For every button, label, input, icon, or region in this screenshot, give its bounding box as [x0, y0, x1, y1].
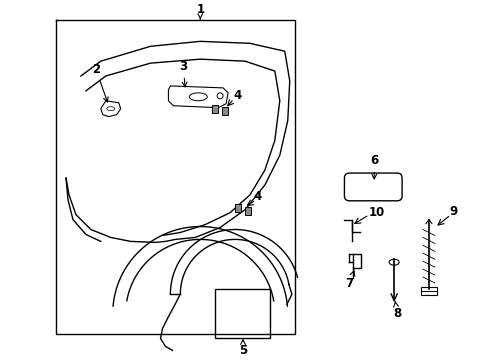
Ellipse shape — [189, 93, 207, 101]
Text: 8: 8 — [393, 302, 401, 320]
Bar — [212, 105, 218, 113]
Text: 3: 3 — [179, 60, 187, 87]
Polygon shape — [169, 86, 228, 108]
Text: 7: 7 — [345, 271, 355, 291]
Bar — [245, 207, 251, 215]
Bar — [222, 107, 228, 114]
Bar — [215, 289, 270, 338]
Bar — [421, 287, 437, 295]
Text: 5: 5 — [239, 340, 247, 357]
Ellipse shape — [107, 107, 115, 111]
Text: 10: 10 — [369, 206, 385, 219]
Text: 4: 4 — [254, 190, 262, 203]
Text: 6: 6 — [370, 154, 378, 179]
Text: 4: 4 — [234, 89, 242, 102]
Bar — [235, 204, 241, 212]
Ellipse shape — [217, 93, 223, 99]
Text: 2: 2 — [92, 63, 108, 102]
Polygon shape — [101, 101, 121, 117]
Text: 9: 9 — [450, 205, 458, 218]
Ellipse shape — [389, 259, 399, 265]
Text: 1: 1 — [196, 3, 204, 19]
